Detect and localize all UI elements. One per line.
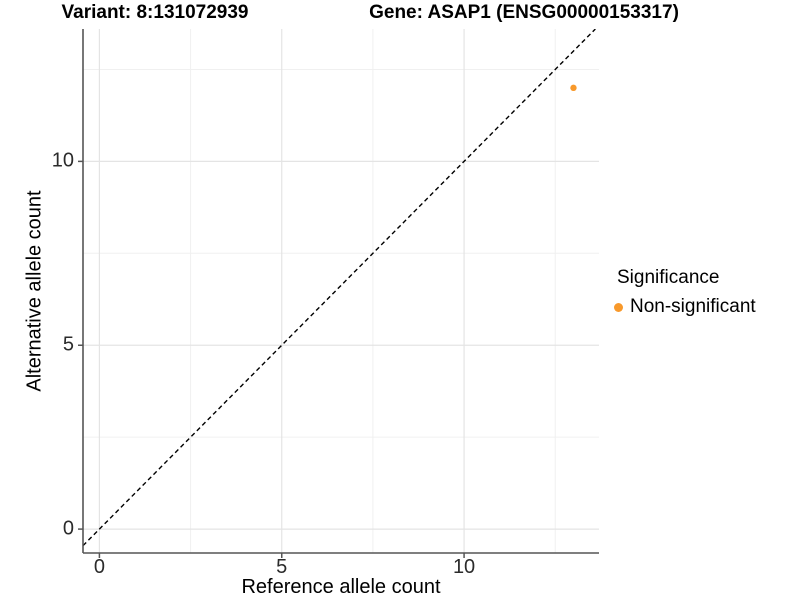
y-tick-label: 0 (62, 517, 74, 540)
data-point (570, 84, 577, 92)
x-tick-label: 5 (276, 556, 288, 578)
x-tick-label: 10 (452, 556, 476, 578)
x-axis-title: Reference allele count (241, 576, 441, 598)
y-axis-title: Alternative allele count (23, 190, 46, 392)
plot-title-variant: Variant: 8:131072939 (61, 2, 249, 23)
y-tick-label: 5 (62, 333, 74, 356)
identity-dashed-line (83, 29, 596, 547)
legend-item-label: Non-significant (630, 296, 756, 317)
plot-title-gene: Gene: ASAP1 (ENSG00000153317) (369, 2, 679, 23)
legend-point-icon (614, 302, 623, 312)
chart-canvas (78, 29, 599, 558)
legend-title: Significance (617, 267, 720, 288)
x-tick-label: 0 (93, 556, 105, 578)
y-tick-label: 10 (51, 149, 74, 172)
legend: Significance Non-significant (614, 267, 756, 318)
legend-item-non-significant: Non-significant (614, 296, 756, 318)
